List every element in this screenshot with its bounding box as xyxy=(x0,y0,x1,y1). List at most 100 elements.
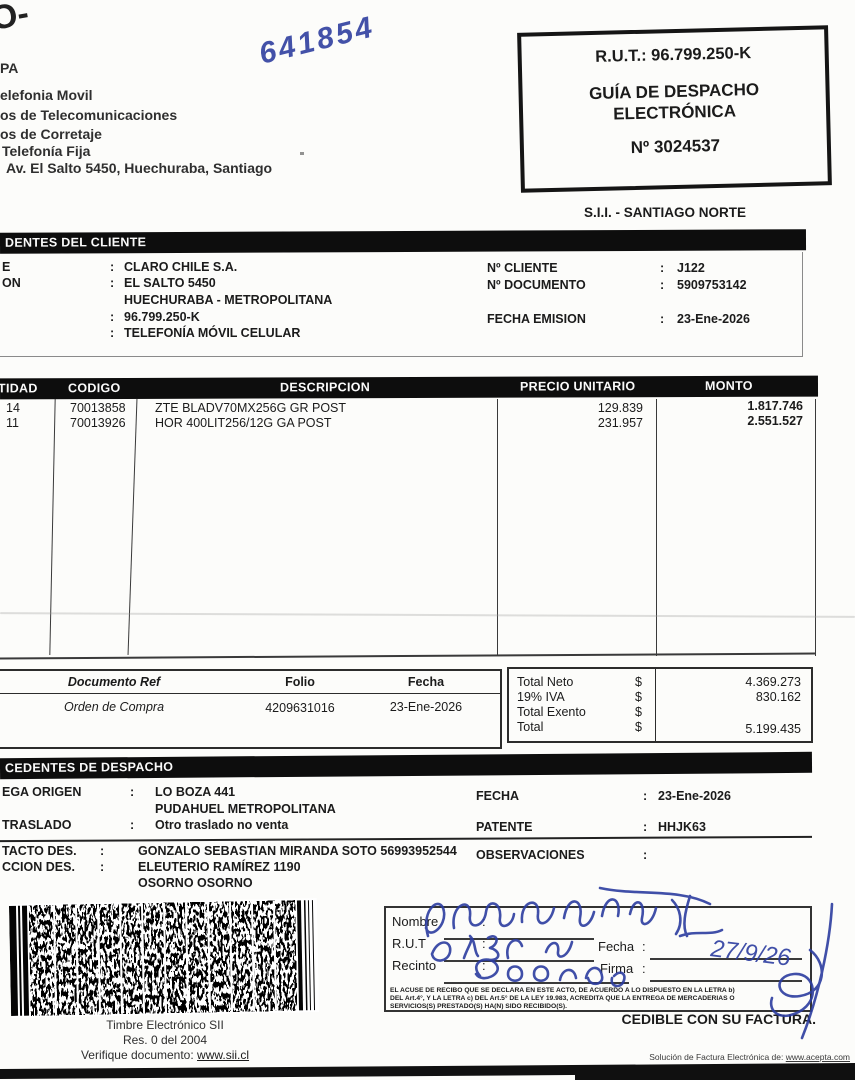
colon: : xyxy=(482,936,486,951)
colon: : xyxy=(643,789,648,803)
item-desc: ZTE BLADV70MX256G GR POST xyxy=(155,401,347,415)
colon: : xyxy=(130,818,135,832)
rut-value: R.U.T.: 96.799.250-K xyxy=(595,44,752,66)
total-label: Total Exento xyxy=(517,705,586,719)
sii-stamp-barcode xyxy=(8,898,320,1018)
company-line: elefonia Movil xyxy=(0,87,93,103)
totals-box: Total Neto 19% IVA Total Exento Total $ … xyxy=(507,667,813,743)
table-right-edge xyxy=(815,399,816,656)
colon: : xyxy=(643,820,648,834)
iva-value: 830.162 xyxy=(755,690,801,704)
reference-header-line xyxy=(0,693,500,694)
dispatch-meta-label: FECHA xyxy=(476,789,520,803)
destination-comuna: OSORNO OSORNO xyxy=(138,876,253,890)
client-name: CLARO CHILE S.A. xyxy=(124,260,238,274)
total-value: 5.199.435 xyxy=(745,722,801,736)
client-row-label: ON xyxy=(2,276,21,290)
col-header-code: CODIGO xyxy=(67,381,121,396)
total-label: 19% IVA xyxy=(517,690,565,704)
receipt-rut-label: R.U.T xyxy=(392,936,426,951)
sii-link[interactable]: www.sii.cl xyxy=(197,1048,250,1062)
colon: : xyxy=(660,312,665,326)
company-line: Telefonía Fija xyxy=(2,143,91,159)
stamp-verify-line: Verifique documento: www.sii.cl xyxy=(15,1048,315,1062)
provider-prefix: Solución de Factura Electrónica de: xyxy=(649,1052,786,1062)
item-code: 70013926 xyxy=(70,416,126,430)
dispatch-label: EGA ORIGEN xyxy=(2,785,82,799)
fecha-writing-line xyxy=(650,958,802,960)
item-unit-price: 231.957 xyxy=(597,416,643,430)
currency-sign: $ xyxy=(635,675,642,689)
contact-destination: GONZALO SEBASTIAN MIRANDA SOTO 569939525… xyxy=(138,844,457,858)
license-plate: HHJK63 xyxy=(658,820,706,834)
client-row-label: E xyxy=(2,260,11,274)
provider-line: Solución de Factura Electrónica de: www.… xyxy=(560,1052,850,1062)
totals-divider xyxy=(655,669,656,741)
client-rut: 96.799.250-K xyxy=(124,310,200,324)
reference-box: Documento Ref Folio Fecha Orden de Compr… xyxy=(0,669,502,749)
colon: : xyxy=(660,278,665,292)
firma-writing-line xyxy=(650,980,802,982)
client-section-border xyxy=(0,252,803,357)
colon: : xyxy=(642,961,646,976)
destination-address: ELEUTERIO RAMÍREZ 1190 xyxy=(138,860,301,874)
item-code: 70013858 xyxy=(70,401,126,415)
col-header-amount: MONTO xyxy=(704,378,753,393)
origin-address: LO BOZA 441 xyxy=(155,785,236,799)
table-column-line xyxy=(656,399,657,656)
company-line: os de Corretaje xyxy=(0,126,102,142)
client-meta-label: Nº DOCUMENTO xyxy=(487,278,586,292)
col-header-unit-price: PRECIO UNITARIO xyxy=(519,379,636,394)
colon: : xyxy=(110,310,115,324)
colon: : xyxy=(643,848,648,862)
verify-prefix: Verifique documento: xyxy=(80,1048,198,1062)
emission-date: 23-Ene-2026 xyxy=(677,312,750,326)
reference-header-doc: Documento Ref xyxy=(67,675,161,689)
cedible-label: CEDIBLE CON SU FACTURA. xyxy=(621,1011,816,1027)
item-qty: 11 xyxy=(6,416,19,430)
document-type: GUÍA DE DESPACHO ELECTRÓNICA xyxy=(588,79,760,124)
table-bottom-line xyxy=(0,652,816,659)
recinto-writing-line xyxy=(444,982,629,984)
item-amount: 2.551.527 xyxy=(747,414,803,428)
receipt-nombre-label: Nombre xyxy=(392,914,439,929)
receipt-firma-label: Firma xyxy=(600,961,634,976)
item-qty: 14 xyxy=(6,401,20,415)
client-comuna: HUECHURABA - METROPOLITANA xyxy=(124,293,333,307)
colon: : xyxy=(100,844,105,858)
colon: : xyxy=(660,261,665,275)
client-address: EL SALTO 5450 xyxy=(124,276,216,290)
table-column-line xyxy=(127,399,138,655)
currency-sign: $ xyxy=(635,690,642,704)
total-label: Total xyxy=(517,720,544,734)
client-meta-label: Nº CLIENTE xyxy=(487,261,558,275)
item-desc: HOR 400LIT256/12G GA POST xyxy=(155,416,332,430)
currency-sign: $ xyxy=(635,720,642,734)
legal-text-line: DEL Art.4°, Y LA LETRA c) DEL Art.5° DE … xyxy=(390,995,735,1002)
dispatch-date: 23-Ene-2026 xyxy=(658,789,731,803)
client-section-title: DENTES DEL CLIENTE xyxy=(4,235,147,250)
reference-folio-value: 4209631016 xyxy=(265,701,335,715)
scan-speck xyxy=(300,152,304,155)
item-unit-price: 129.839 xyxy=(597,401,643,415)
reference-doc-value: Orden de Compra xyxy=(63,700,165,714)
colon: : xyxy=(110,326,115,340)
dispatch-meta-label: PATENTE xyxy=(476,820,533,834)
table-column-line xyxy=(497,399,498,656)
client-section-bar: DENTES DEL CLIENTE xyxy=(0,229,807,254)
col-header-desc: DESCRIPCION xyxy=(279,380,371,395)
receipt-fecha-label: Fecha xyxy=(598,939,635,954)
client-meta-label: FECHA EMISION xyxy=(487,312,586,326)
item-amount: 1.817.746 xyxy=(747,399,803,413)
origin-comuna: PUDAHUEL METROPOLITANA xyxy=(155,802,336,816)
dispatch-label: CCION DES. xyxy=(2,860,75,874)
acepta-link[interactable]: www.acepta.com xyxy=(785,1052,850,1062)
dispatch-section-bar: CEDENTES DE DESPACHO xyxy=(0,751,813,780)
receipt-recinto-label: Recinto xyxy=(392,958,437,973)
colon: : xyxy=(110,276,115,290)
reference-header-folio: Folio xyxy=(285,675,315,689)
scan-edge-band-right xyxy=(575,1069,855,1080)
client-giro: TELEFONÍA MÓVIL CELULAR xyxy=(124,326,301,340)
total-neto-value: 4.369.273 xyxy=(745,675,801,689)
